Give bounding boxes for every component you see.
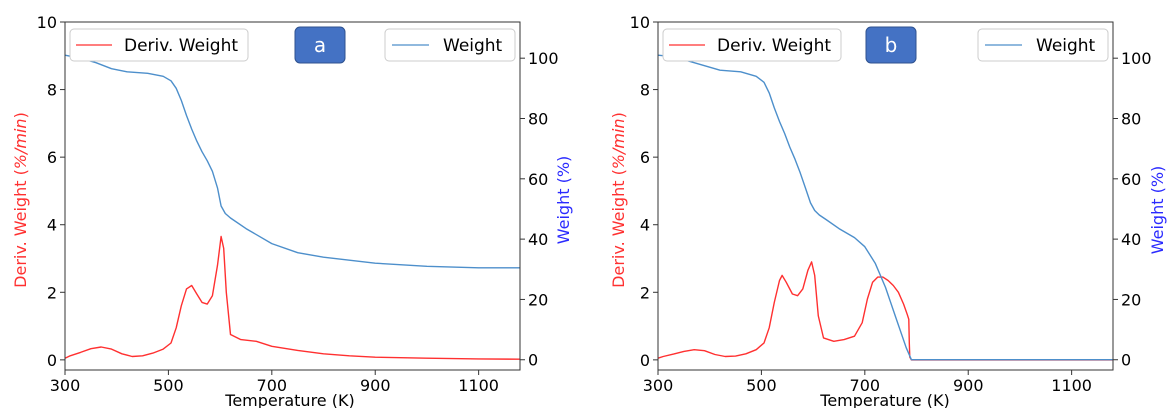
panel-a-ytick-label-0: 0 xyxy=(47,351,57,370)
panel-a-y2tick-label-100: 100 xyxy=(528,49,559,68)
panel-a-legend-weight: Weight xyxy=(384,28,516,62)
panel-a-ylabel-close: ) xyxy=(11,112,30,118)
panel-a-legend-deriv-box xyxy=(69,28,249,62)
panel-b-xtick-label-1100: 1100 xyxy=(1051,376,1092,395)
panel-b-legend-deriv-box xyxy=(662,28,842,62)
panel-a-xtick-label-500: 500 xyxy=(153,376,184,395)
panel-a-ytick-label-2: 2 xyxy=(47,283,57,302)
panel-a-legend-weight-box xyxy=(384,28,516,62)
panel-b-badge-label: b xyxy=(885,33,898,57)
panel-a-data-layer xyxy=(64,54,521,360)
panel-a-legend-deriv: Deriv. Weight xyxy=(69,28,249,62)
panel-b-ylabel-right: Weight (%) xyxy=(1148,166,1167,255)
panel-a-y2tick-label-20: 20 xyxy=(528,290,548,309)
panel-b-ylabel-unit: %/min xyxy=(609,118,628,169)
panel-b-ylabel-close: ) xyxy=(609,112,628,118)
panel-b-xlabel: Temperature (K) xyxy=(819,391,949,408)
panel-a-badge-label: a xyxy=(314,33,326,57)
panel-b: Deriv. Weight (%/min) Weight (%) Tempera… xyxy=(609,13,1167,408)
panel-b-y2tick-label-80: 80 xyxy=(1121,109,1141,128)
panel-b-plot-frame xyxy=(657,21,1114,371)
panel-b-ytick-label-0: 0 xyxy=(640,351,650,370)
panel-b-legend-weight-label: Weight xyxy=(1036,36,1096,56)
panel-a-ylabel-right: Weight (%) xyxy=(554,156,573,245)
panel-b-xtick-label-300: 300 xyxy=(643,376,674,395)
panel-b-ylabel-main: Deriv. Weight ( xyxy=(609,169,628,288)
panel-a-ylabel-left: Deriv. Weight (%/min) xyxy=(11,112,30,288)
panel-a-plot-frame xyxy=(64,21,521,371)
panel-b-series-deriv-weight-line xyxy=(657,261,1113,361)
panel-b-xtick-label-700: 700 xyxy=(850,376,881,395)
panel-b-ytick-label-10: 10 xyxy=(630,13,650,32)
panel-a-y2tick-label-40: 40 xyxy=(528,230,548,249)
panel-b-badge-box xyxy=(865,26,917,64)
panel-b-ytick-label-8: 8 xyxy=(640,81,650,100)
panel-a-xtick-label-300: 300 xyxy=(50,376,81,395)
panel-b-ytick-label-4: 4 xyxy=(640,216,650,235)
panel-a: Deriv. Weight (%/min) Weight (%) Tempera… xyxy=(11,13,573,408)
panel-a-y2tick-label-80: 80 xyxy=(528,109,548,128)
panel-b-ylabel-left: Deriv. Weight (%/min) xyxy=(609,112,628,288)
panel-a-series-weight-line xyxy=(64,54,520,269)
panel-a-legend-weight-label: Weight xyxy=(443,36,503,56)
panel-b-y2tick-label-20: 20 xyxy=(1121,290,1141,309)
panel-b-y2tick-label-100: 100 xyxy=(1121,49,1152,68)
panel-a-series-deriv-weight-line xyxy=(64,235,521,360)
panel-a-xtick-label-900: 900 xyxy=(360,376,391,395)
panel-b-ytick-label-2: 2 xyxy=(640,283,650,302)
panel-b-legend-deriv: Deriv. Weight xyxy=(662,28,842,62)
panel-a-legend-deriv-label: Deriv. Weight xyxy=(124,36,238,56)
panel-b-series-weight-line xyxy=(657,54,1113,361)
panel-a-ytick-label-8: 8 xyxy=(47,81,57,100)
panel-b-legend-weight-box xyxy=(977,28,1109,62)
panel-a-ylabel-main: Deriv. Weight ( xyxy=(11,169,30,288)
panel-b-badge: b xyxy=(865,26,917,64)
panel-b-y2tick-label-0: 0 xyxy=(1121,351,1131,370)
panel-a-ytick-label-6: 6 xyxy=(47,148,57,167)
panel-b-data-layer xyxy=(657,54,1113,361)
panel-a-ytick-label-10: 10 xyxy=(37,13,57,32)
panel-a-badge-box xyxy=(294,26,346,64)
panel-b-xtick-label-500: 500 xyxy=(746,376,777,395)
panel-b-legend-deriv-label: Deriv. Weight xyxy=(717,36,831,56)
panel-a-xtick-label-700: 700 xyxy=(257,376,288,395)
panel-b-y2tick-label-40: 40 xyxy=(1121,230,1141,249)
panel-a-xlabel: Temperature (K) xyxy=(224,391,354,408)
panel-a-ytick-label-4: 4 xyxy=(47,216,57,235)
panel-b-legend-weight: Weight xyxy=(977,28,1109,62)
panel-a-y2tick-label-60: 60 xyxy=(528,170,548,189)
panel-a-y2tick-label-0: 0 xyxy=(528,351,538,370)
panel-a-badge: a xyxy=(294,26,346,64)
panel-b-y2tick-label-60: 60 xyxy=(1121,170,1141,189)
panel-b-xtick-label-900: 900 xyxy=(953,376,984,395)
panel-a-xtick-label-1100: 1100 xyxy=(458,376,499,395)
panel-a-ylabel-unit: %/min xyxy=(11,118,30,169)
panel-b-ytick-label-6: 6 xyxy=(640,148,650,167)
